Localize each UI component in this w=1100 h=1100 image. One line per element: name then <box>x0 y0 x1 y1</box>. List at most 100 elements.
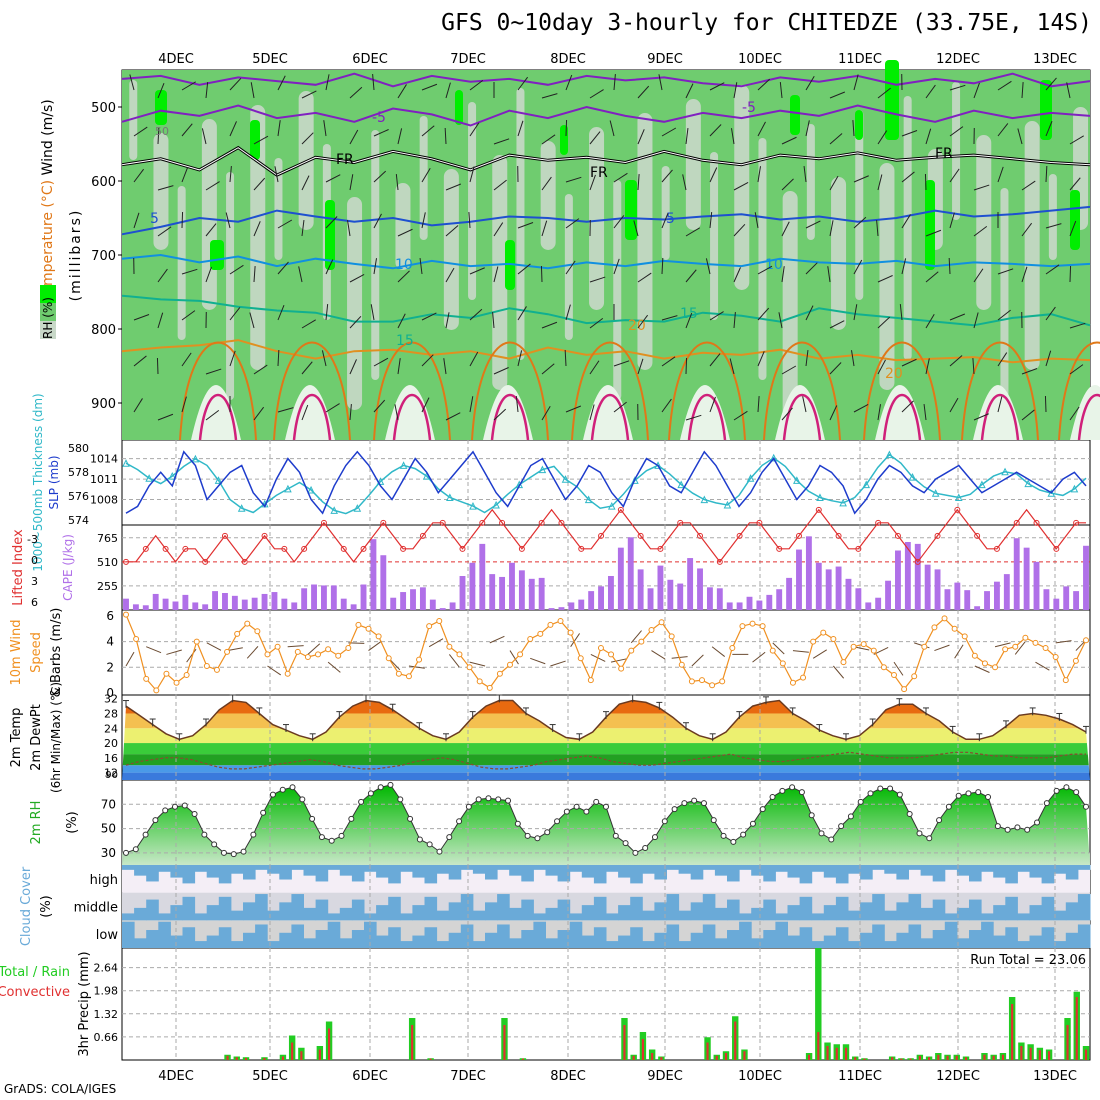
li-marker <box>479 519 486 526</box>
thickness-marker <box>284 484 292 493</box>
upper-wind-barb <box>709 124 722 137</box>
cape-bar <box>132 604 139 610</box>
cape-bar <box>301 588 308 610</box>
temp-band <box>122 772 1090 780</box>
isotherm-label: FR <box>935 146 953 162</box>
cape-bar <box>548 608 555 610</box>
thickness-marker <box>214 476 223 484</box>
upper-wind-barb <box>805 220 821 229</box>
cloud-cell <box>823 865 837 878</box>
upper-wind-barb <box>181 396 187 413</box>
li-marker <box>578 545 585 552</box>
cloud-cell <box>1029 905 1043 921</box>
wind-speed-marker <box>992 664 999 671</box>
upper-wind-barb <box>492 312 495 329</box>
cloud-cell <box>279 902 292 921</box>
li-marker <box>716 558 723 565</box>
upper-wind-barb <box>349 174 354 191</box>
cloud-cell <box>267 910 280 921</box>
wind-speed-marker <box>365 625 372 632</box>
cloud-cell <box>666 894 680 921</box>
wind-speed-marker <box>557 618 564 624</box>
wind-speed-marker <box>951 625 958 632</box>
cloud-cell <box>981 865 994 872</box>
cloud-cell <box>581 935 595 948</box>
cloud-cell <box>1065 865 1079 880</box>
precip-conv-bar <box>724 1053 728 1060</box>
precip-conv-bar <box>946 1055 949 1060</box>
li-marker <box>439 519 446 526</box>
rh-panel: 70 50 30 2m RH (%) <box>29 780 1090 865</box>
upper-wind-barb <box>181 81 196 91</box>
rh-dark-cell <box>250 120 260 160</box>
rh-dark-cell <box>505 240 515 290</box>
rh-marker <box>681 800 688 807</box>
rh-marker <box>162 807 169 814</box>
cloud-cell <box>182 865 196 884</box>
panel-slp-frame <box>121 439 1091 526</box>
rh-marker <box>495 796 502 803</box>
rh-light-band <box>903 96 912 360</box>
upper-wind-barb <box>757 166 761 183</box>
wind-speed-marker <box>1002 646 1009 653</box>
cape-bar <box>251 597 258 610</box>
surface-wind-barb <box>246 646 259 659</box>
upper-wind-barb <box>901 130 918 137</box>
rh-marker <box>789 784 796 791</box>
wind-speed-marker <box>769 647 776 654</box>
upper-wind-barb <box>445 267 455 283</box>
upper-wind-barb <box>493 266 499 283</box>
precip-legend-total: Total / Rain <box>0 965 70 980</box>
rh-pale-bump <box>775 385 825 440</box>
precip-conv-bar <box>226 1055 229 1060</box>
cape-bar <box>924 564 931 610</box>
cloud-cell <box>920 865 934 876</box>
precip-conv-bar <box>1048 1051 1051 1060</box>
upper-wind-barb <box>421 83 438 91</box>
top-x-tick-label: 4DEC <box>158 52 194 67</box>
wind-speed-marker <box>416 656 423 663</box>
rh-light-band <box>976 135 992 310</box>
top-x-tick-label: 6DEC <box>352 52 388 67</box>
cloud-cell <box>472 941 486 948</box>
cloud-cell <box>739 865 752 870</box>
rh-marker <box>230 851 237 858</box>
temp-y-tick-label: 28 <box>104 707 118 720</box>
upper-wind-barb <box>685 357 688 375</box>
rh-dark-cell <box>210 240 224 270</box>
rh-area <box>122 784 1090 865</box>
upper-wind-barb <box>325 304 329 321</box>
upper-wind-barb <box>589 89 604 99</box>
cloud-cell <box>593 927 607 948</box>
wind-speed-marker <box>729 645 736 651</box>
rh-marker <box>720 832 727 839</box>
upper-wind-barb <box>181 123 193 137</box>
cape-bar <box>934 569 941 610</box>
rh-marker <box>1004 826 1011 833</box>
precip-conv-bar <box>1011 1004 1014 1060</box>
upper-wind-barb <box>637 358 644 375</box>
cloud-cell <box>835 896 849 921</box>
upper-wind-barb <box>949 168 960 183</box>
upper-wind-barb <box>709 311 724 321</box>
precip-conv-bar <box>623 1025 626 1060</box>
rh-marker <box>808 812 815 819</box>
upper-wind-barb <box>1045 223 1062 229</box>
li-marker <box>875 519 882 526</box>
upper-wind-barb <box>397 128 403 145</box>
wind-ylabel: 10m Wind <box>9 619 24 685</box>
wind-speed-marker <box>224 648 231 655</box>
upper-wind-barb <box>709 212 713 229</box>
isotherm-label: 20 <box>885 366 903 382</box>
cape-bar <box>964 590 971 610</box>
upper-wind-barb <box>469 267 485 275</box>
cloud-cell <box>230 910 244 921</box>
rh-marker <box>456 818 463 825</box>
wind-speed-marker <box>395 670 402 677</box>
cloud-cell <box>884 865 897 874</box>
upper-wind-barb <box>469 122 480 137</box>
cloud-cell <box>1065 932 1079 948</box>
precip-conv-bar <box>291 1042 294 1060</box>
cape-bar <box>974 606 981 610</box>
cloud-cell <box>327 865 341 870</box>
